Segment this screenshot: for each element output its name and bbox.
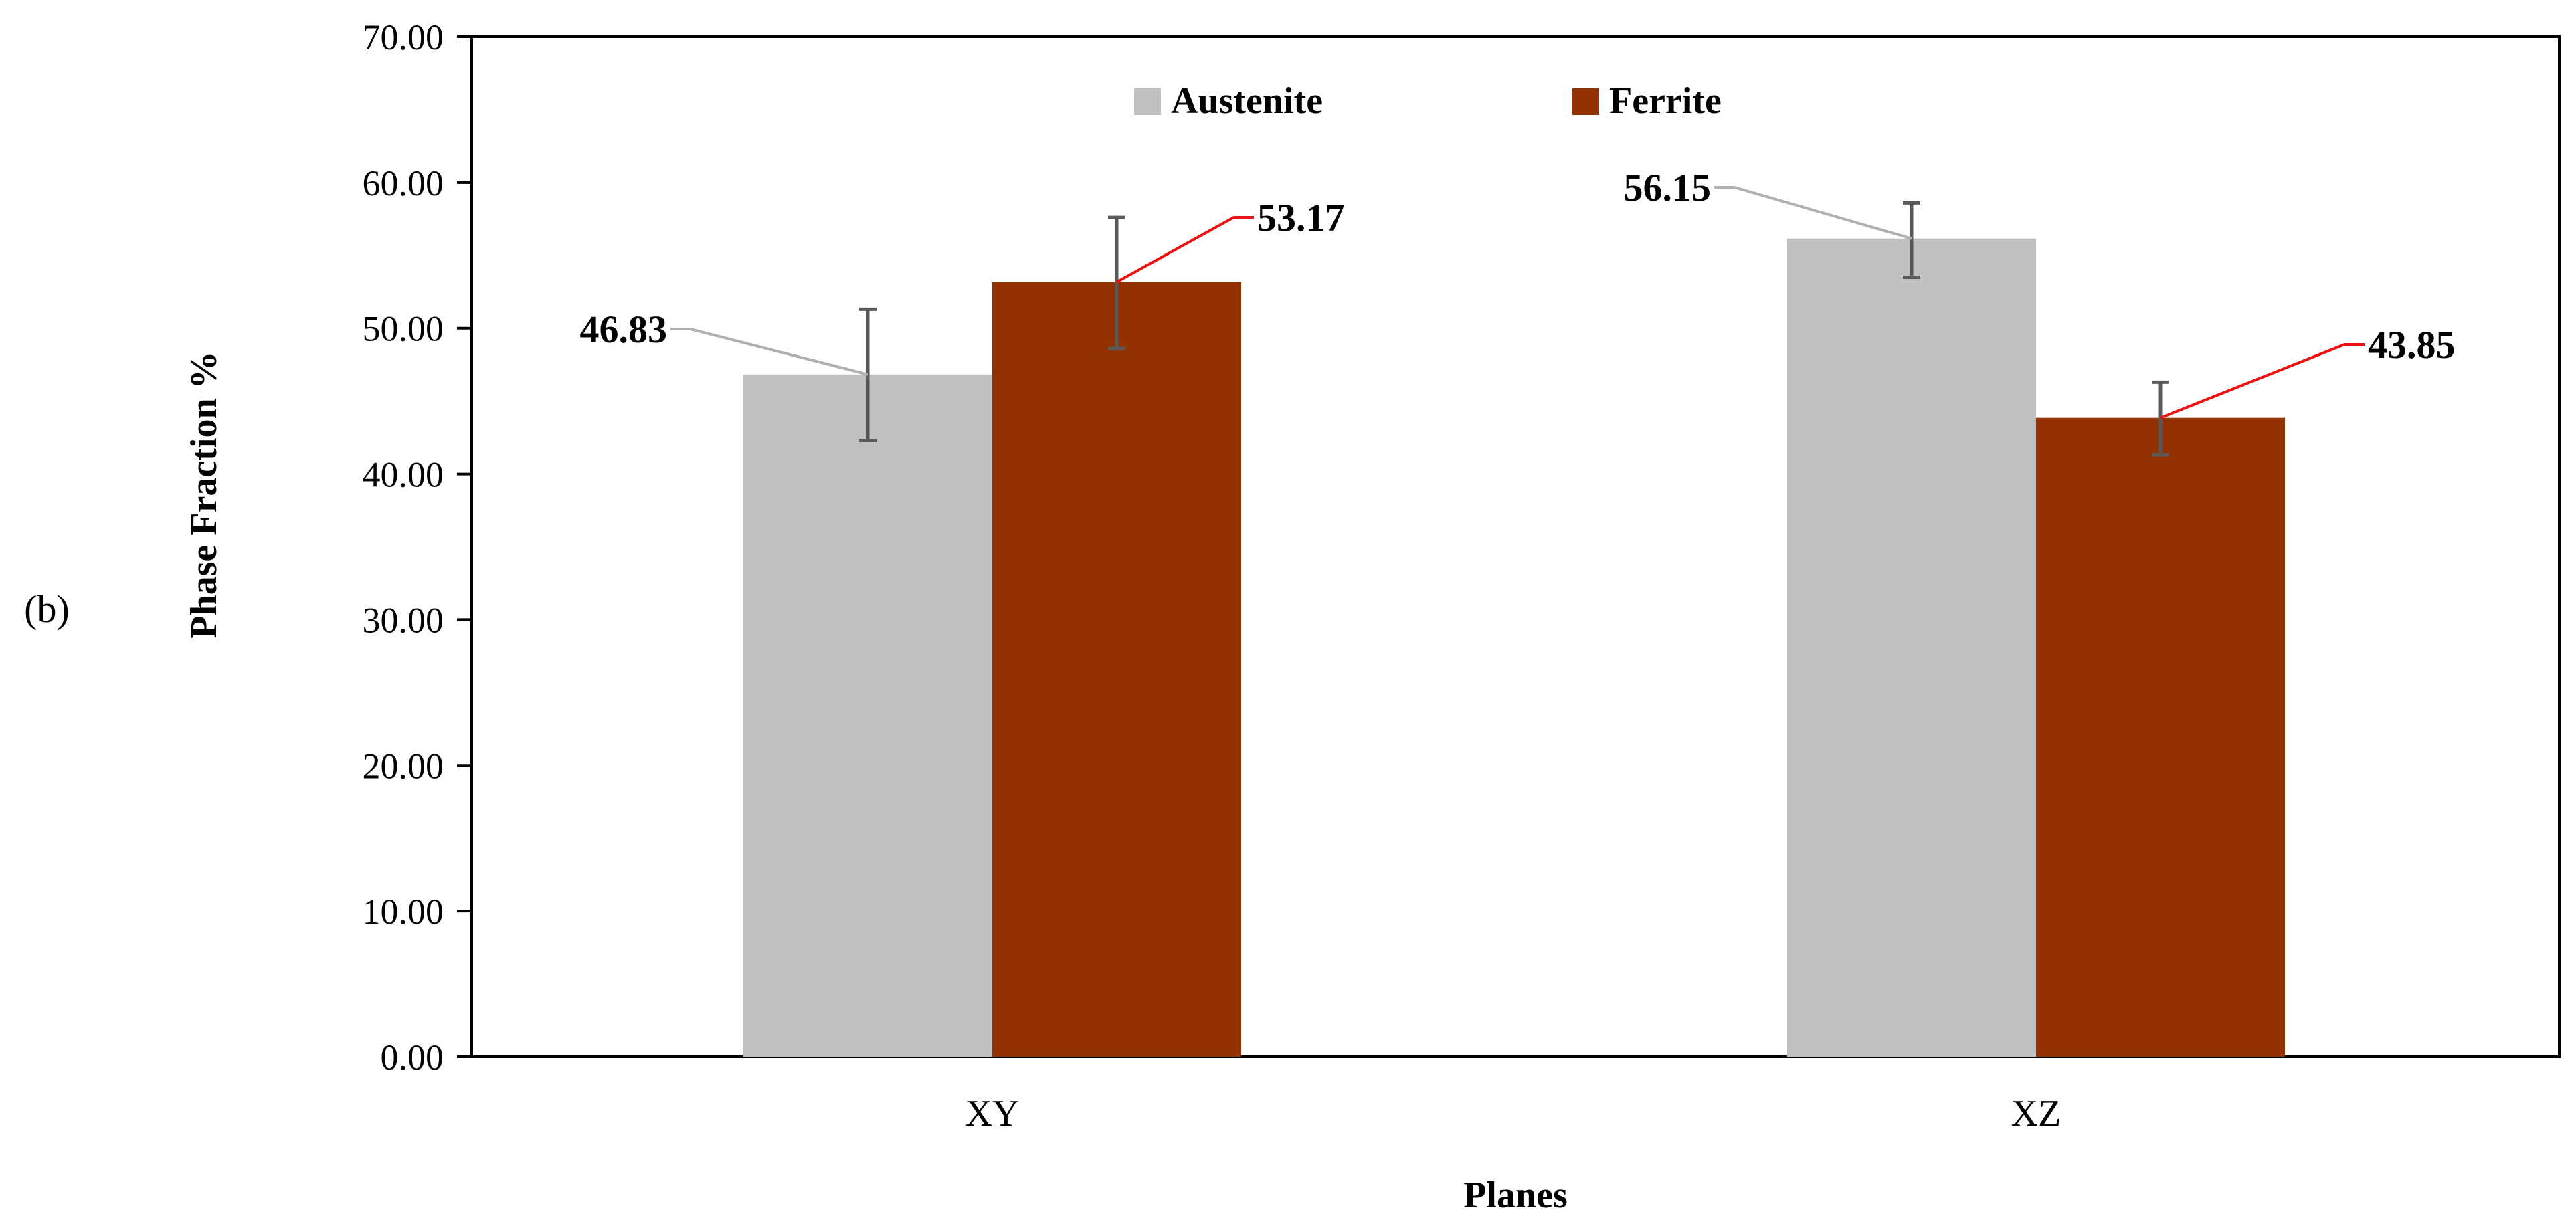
value-label: 53.17 [1257, 196, 1345, 239]
value-leader-line [2160, 343, 2365, 419]
y-tick-label: 10.00 [363, 892, 444, 932]
bar-austenite-xy [743, 374, 992, 1057]
x-tick-label: XY [965, 1093, 1020, 1134]
x-axis-title: Planes [1463, 1175, 1568, 1216]
y-tick-label: 30.00 [363, 600, 444, 640]
y-tick-label: 40.00 [363, 455, 444, 495]
value-label: 43.85 [2368, 323, 2456, 367]
bar-ferrite-xy [992, 282, 1241, 1057]
bars [743, 238, 2285, 1057]
error-bars [859, 201, 2169, 457]
bar-austenite-xz [1787, 238, 2036, 1057]
value-leader-line [1714, 186, 1912, 240]
legend-label-ferrite: Ferrite [1609, 80, 1722, 122]
y-tick-label: 70.00 [363, 17, 444, 58]
y-tick-label: 20.00 [363, 746, 444, 786]
y-tick-label: 50.00 [363, 309, 444, 349]
y-axis-title: Phase Fraction % [183, 351, 225, 638]
value-label: 46.83 [580, 308, 668, 351]
legend-swatch-austenite [1134, 88, 1161, 115]
value-leader-line [670, 328, 868, 376]
plot-area-frame [470, 35, 2561, 1058]
y-axis: 0.00 10.00 20.00 30.00 40.00 50.00 60.00 70.00 [363, 17, 472, 1078]
bar-ferrite-xz [2036, 417, 2285, 1057]
legend-label-austenite: Austenite [1171, 80, 1323, 122]
y-tick-label: 60.00 [363, 163, 444, 203]
y-tick-label: 0.00 [381, 1037, 444, 1078]
legend-swatch-ferrite [1572, 88, 1599, 115]
x-axis: XY XZ [965, 1093, 2061, 1134]
x-tick-label: XZ [2011, 1093, 2061, 1134]
value-leader-line [1116, 216, 1254, 284]
value-labels: 46.83 56.15 53.17 43.85 [580, 166, 2456, 419]
legend: Austenite Ferrite [1134, 80, 1722, 122]
value-label: 56.15 [1624, 166, 1712, 209]
panel-label: (b) [24, 587, 70, 631]
